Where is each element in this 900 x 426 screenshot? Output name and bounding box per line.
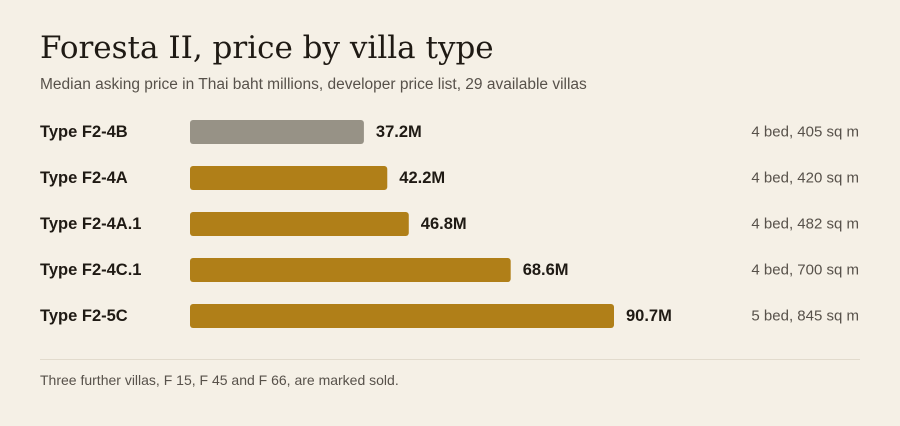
- bar: [190, 120, 364, 144]
- detail-label: 4 bed, 405 sq m: [751, 124, 859, 141]
- detail-label: 4 bed, 482 sq m: [751, 216, 859, 233]
- chart-title: Foresta II, price by villa type: [40, 30, 494, 66]
- bar: [190, 258, 511, 282]
- category-label: Type F2-4A: [40, 169, 128, 187]
- value-label: 42.2M: [399, 169, 445, 187]
- chart-subtitle: Median asking price in Thai baht million…: [40, 76, 587, 93]
- divider: [40, 359, 860, 360]
- value-label: 37.2M: [376, 123, 422, 141]
- detail-label: 5 bed, 845 sq m: [751, 308, 859, 325]
- category-label: Type F2-4C.1: [40, 261, 141, 279]
- footnote: Three further villas, F 15, F 45 and F 6…: [40, 372, 399, 388]
- detail-label: 4 bed, 420 sq m: [751, 170, 859, 187]
- bar: [190, 212, 409, 236]
- category-label: Type F2-5C: [40, 307, 128, 325]
- category-label: Type F2-4B: [40, 123, 128, 141]
- detail-label: 4 bed, 700 sq m: [751, 262, 859, 279]
- value-label: 68.6M: [523, 261, 569, 279]
- value-label: 46.8M: [421, 215, 467, 233]
- bar: [190, 166, 388, 190]
- bar: [190, 304, 614, 328]
- value-label: 90.7M: [626, 307, 672, 325]
- category-label: Type F2-4A.1: [40, 215, 141, 233]
